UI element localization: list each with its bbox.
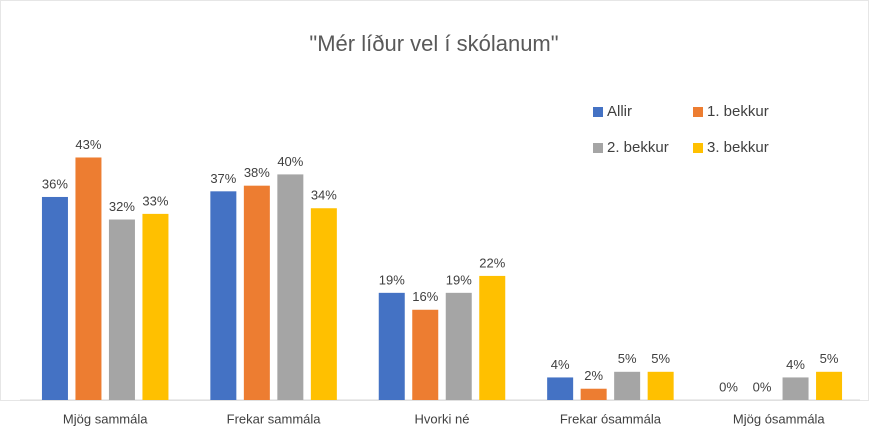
- bar: [75, 157, 102, 400]
- bar: [479, 275, 506, 400]
- data-label: 5%: [820, 351, 839, 366]
- bar: [142, 213, 169, 400]
- bar: [580, 388, 607, 400]
- bar: [816, 371, 843, 400]
- data-label: 0%: [719, 379, 738, 394]
- bar: [647, 371, 674, 400]
- bar: [243, 185, 270, 400]
- data-label: 38%: [244, 165, 270, 180]
- data-label: 0%: [753, 379, 772, 394]
- legend-swatch: [593, 143, 603, 153]
- bar: [108, 219, 135, 400]
- data-label: 37%: [210, 171, 236, 186]
- data-label: 16%: [412, 289, 438, 304]
- bar: [614, 371, 641, 400]
- x-tick-label: Mjög ósammála: [733, 411, 826, 426]
- data-label: 5%: [618, 351, 637, 366]
- data-label: 22%: [479, 255, 505, 270]
- bar: [277, 174, 304, 400]
- bar: [310, 208, 337, 400]
- data-label: 33%: [142, 193, 168, 208]
- data-label: 5%: [651, 351, 670, 366]
- x-tick-label: Frekar ósammála: [560, 411, 662, 426]
- legend-label: 3. bekkur: [707, 139, 769, 156]
- legend-label: 2. bekkur: [607, 139, 669, 156]
- bar: [547, 377, 574, 400]
- legend-label: Allir: [607, 103, 632, 120]
- data-label: 34%: [311, 188, 337, 203]
- data-label: 40%: [277, 154, 303, 169]
- legend-swatch: [593, 107, 603, 117]
- data-label: 4%: [786, 357, 805, 372]
- data-label: 32%: [109, 199, 135, 214]
- data-label: 2%: [584, 368, 603, 383]
- data-label: 4%: [551, 357, 570, 372]
- legend-label: 1. bekkur: [707, 103, 769, 120]
- x-tick-label: Hvorki né: [415, 411, 470, 426]
- legend-swatch: [693, 107, 703, 117]
- data-label: 36%: [42, 176, 68, 191]
- data-label: 19%: [446, 272, 472, 287]
- chart-title: "Mér líður vel í skólanum": [309, 31, 558, 56]
- x-tick-label: Frekar sammála: [227, 411, 322, 426]
- data-label: 19%: [379, 272, 405, 287]
- bar: [445, 292, 472, 400]
- bar: [378, 292, 405, 400]
- bar: [782, 377, 809, 400]
- data-label: 43%: [75, 137, 101, 152]
- bar: [412, 309, 439, 400]
- legend-swatch: [693, 143, 703, 153]
- bar: [210, 191, 237, 400]
- x-tick-label: Mjög sammála: [63, 411, 148, 426]
- bar: [41, 196, 68, 400]
